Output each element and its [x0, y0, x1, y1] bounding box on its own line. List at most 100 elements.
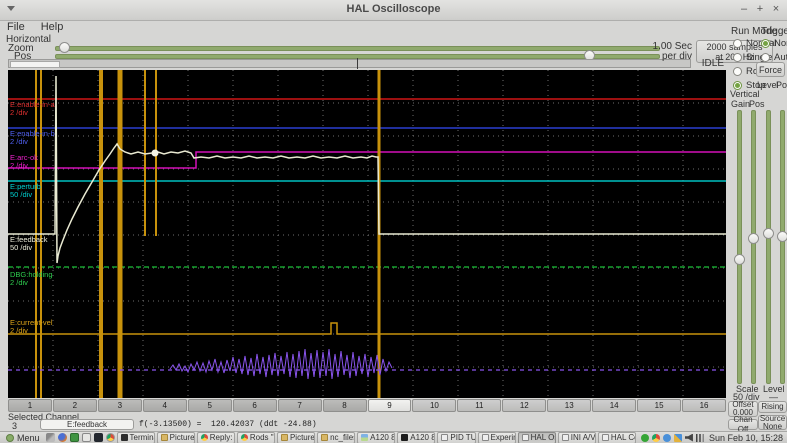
taskbar-window-label: Rods "S...: [249, 433, 274, 442]
vertical-pos-slider[interactable]: [748, 110, 759, 384]
hal-oscilloscope-window: HAL Oscilloscope – + × File Help Horizont…: [0, 0, 787, 434]
channel-label-text: E:enable-in-b: [10, 129, 55, 138]
tools-icon[interactable]: [45, 433, 55, 442]
trigger-label: Trigger: [761, 26, 787, 37]
chan-off-button[interactable]: Chan Off: [728, 415, 758, 434]
zoom-slider-handle[interactable]: [59, 42, 70, 53]
selected-channel-name-button[interactable]: E:feedback: [40, 419, 134, 430]
radio-icon[interactable]: [733, 80, 742, 90]
image-icon: [361, 434, 369, 441]
channel-button-7[interactable]: 7: [277, 399, 322, 412]
network-icon[interactable]: [673, 433, 682, 442]
taskbar-window-nc-files[interactable]: nc_files: [317, 431, 356, 443]
clock[interactable]: Sun Feb 10, 15:28: [708, 432, 783, 443]
volume-icon[interactable]: [684, 433, 693, 442]
taskbar-window-a120-80-[interactable]: A120 80...: [357, 431, 396, 443]
taskbar-window-terminal[interactable]: Terminal: [116, 431, 155, 443]
channel-button-11[interactable]: 11: [457, 399, 502, 412]
code-icon[interactable]: [93, 433, 103, 442]
trigger-level-slider[interactable]: [763, 110, 774, 384]
signal-icon[interactable]: [695, 433, 704, 442]
trigger-pos-slider[interactable]: [777, 110, 787, 384]
taskbar-window-a120-80-[interactable]: A120 80...: [397, 431, 436, 443]
window-title: HAL Oscilloscope: [346, 3, 441, 15]
taskbar-window-pictures[interactable]: Pictures: [156, 431, 195, 443]
taskbar-window-rods-s-[interactable]: Rods "S...: [236, 431, 275, 443]
taskbar-window-label: Pictures: [169, 433, 195, 442]
force-button[interactable]: Force: [756, 62, 785, 77]
source-button[interactable]: Source None: [758, 413, 787, 431]
taskbar: Menu Terminal Pictures Reply: -... Rods "S.…: [0, 431, 787, 443]
taskbar-window-label: PID TUNE: [450, 433, 476, 442]
taskbar-window-reply-[interactable]: Reply: -...: [196, 431, 235, 443]
channel-button-4[interactable]: 4: [142, 399, 187, 412]
channel-button-16[interactable]: 16: [682, 399, 726, 412]
update-icon[interactable]: [640, 433, 649, 442]
run-mode-stop-radio[interactable]: Stop: [733, 78, 777, 92]
scope-display[interactable]: E:enable-in-a 2 /div E:enable-in-b 2 /div E:…: [8, 70, 726, 398]
channel-button-row: 1 2 3 4 5 6 7 8 9 10 11 12 13 14 15 16: [8, 399, 726, 412]
record-view-handle[interactable]: [10, 61, 60, 68]
vertical-pos-handle[interactable]: [748, 233, 759, 244]
radio-icon[interactable]: [733, 38, 742, 48]
zoom-slider[interactable]: [55, 42, 660, 53]
channel-button-5[interactable]: 5: [187, 399, 232, 412]
radio-icon[interactable]: [761, 52, 770, 62]
channel-button-10[interactable]: 10: [412, 399, 457, 412]
maximize-button[interactable]: +: [756, 3, 764, 15]
vertical-gain-slider[interactable]: [734, 110, 745, 384]
channel-label-text: 2 /div: [10, 161, 28, 170]
menu-button[interactable]: Menu: [2, 432, 44, 443]
minimize-button[interactable]: –: [740, 3, 748, 15]
terminal-icon: [120, 434, 128, 441]
channel-label-text: 2 /div: [10, 137, 28, 146]
screen-icon[interactable]: [69, 433, 79, 442]
channel-button-12[interactable]: 12: [502, 399, 547, 412]
vertical-gain-label: Gain: [731, 99, 751, 109]
record-view-bar[interactable]: [8, 58, 691, 69]
channel-button-2[interactable]: 2: [52, 399, 97, 412]
channel-button-13[interactable]: 13: [547, 399, 592, 412]
trigger-auto-radio[interactable]: Auto: [761, 50, 787, 64]
run-mode-single-radio[interactable]: Single: [733, 50, 777, 64]
selected-channel-number[interactable]: 3: [12, 421, 18, 431]
scope-canvas[interactable]: [8, 70, 726, 398]
radio-icon[interactable]: [733, 52, 742, 62]
window-icon[interactable]: [81, 433, 91, 442]
menu-file[interactable]: File: [7, 21, 25, 33]
taskbar-window-pictures[interactable]: Pictures: [276, 431, 316, 443]
trace-noise: [169, 348, 393, 380]
taskbar-window-hal-co-[interactable]: HAL Co...: [597, 431, 636, 443]
trigger-normal-radio[interactable]: Normal: [761, 36, 787, 50]
channel-button-3[interactable]: 3: [97, 399, 142, 412]
pos-label: Pos: [14, 51, 32, 62]
channel-button-8[interactable]: 8: [322, 399, 367, 412]
taskbar-window-pid-tune[interactable]: PID TUNE: [437, 431, 476, 443]
trigger-level-handle[interactable]: [763, 228, 774, 239]
window-menu-icon[interactable]: [7, 6, 15, 11]
channel-button-15[interactable]: 15: [637, 399, 682, 412]
chrome-icon[interactable]: [105, 433, 115, 442]
rising-button[interactable]: Rising: [758, 401, 787, 413]
window-icon: [561, 434, 569, 441]
menu-help[interactable]: Help: [40, 21, 64, 33]
run-mode-label: Run Mode: [731, 26, 778, 37]
offset-button[interactable]: Offset 0.000: [728, 401, 758, 417]
trigger-pos-handle[interactable]: [777, 231, 787, 242]
chrome-icon[interactable]: [651, 433, 660, 442]
taskbar-windows: Terminal Pictures Reply: -... Rods "S... Pic…: [116, 431, 636, 443]
taskbar-window-experim-[interactable]: Experim...: [477, 431, 516, 443]
channel-button-1[interactable]: 1: [8, 399, 52, 412]
firefox-icon[interactable]: [57, 433, 67, 442]
taskbar-window-ini-a-v[interactable]: INI A/V: [557, 431, 596, 443]
channel-button-9[interactable]: 9: [367, 399, 412, 412]
radio-icon[interactable]: [733, 66, 742, 76]
channel-button-14[interactable]: 14: [592, 399, 637, 412]
indicator-icon[interactable]: [662, 433, 671, 442]
radio-icon[interactable]: [761, 38, 770, 48]
run-mode-roll-radio[interactable]: Roll: [733, 64, 777, 78]
taskbar-window-hal-osc-[interactable]: HAL Osc...: [517, 431, 556, 443]
channel-button-6[interactable]: 6: [232, 399, 277, 412]
vertical-gain-handle[interactable]: [734, 254, 745, 265]
close-button[interactable]: ×: [772, 3, 780, 15]
